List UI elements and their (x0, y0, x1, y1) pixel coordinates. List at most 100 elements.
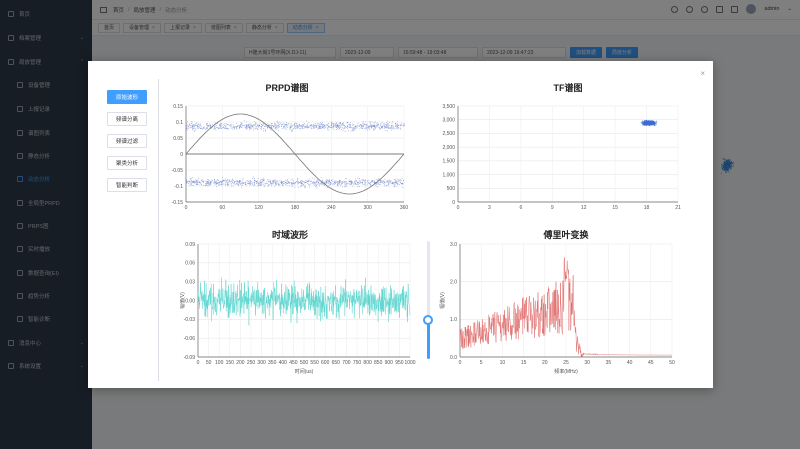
prpd-point (211, 126, 213, 128)
prpd-point (271, 126, 272, 128)
prpd-point (321, 127, 323, 129)
prpd-point (336, 125, 338, 126)
prpd-point (241, 125, 243, 127)
tf-point (648, 124, 650, 126)
prpd-point (225, 127, 227, 129)
analysis-menu-button[interactable]: 频谱分离 (107, 112, 147, 126)
prpd-point (191, 126, 193, 127)
prpd-point (313, 180, 315, 182)
tf-point (643, 123, 645, 125)
tf-point (649, 121, 651, 123)
prpd-point (311, 125, 313, 127)
prpd-point (371, 126, 373, 128)
prpd-point (316, 124, 318, 126)
analysis-menu-button[interactable]: 频谱过滤 (107, 134, 147, 148)
prpd-point (338, 180, 340, 182)
prpd-point (307, 127, 309, 129)
prpd-point (220, 123, 222, 125)
prpd-point (386, 127, 388, 128)
tf-point (648, 123, 650, 124)
close-icon[interactable]: × (700, 69, 705, 78)
prpd-point (301, 184, 302, 186)
prpd-point (259, 180, 261, 182)
prpd-point (376, 182, 378, 184)
prpd-point (225, 183, 227, 185)
prpd-point (322, 124, 323, 126)
prpd-point (223, 179, 225, 181)
prpd-point (387, 124, 388, 126)
prpd-point (317, 182, 319, 184)
prpd-point (263, 128, 265, 129)
prpd-point (245, 184, 246, 185)
prpd-point (255, 126, 257, 127)
prpd-point (393, 185, 395, 187)
prpd-point (257, 183, 259, 185)
prpd-point (355, 128, 357, 130)
prpd-point (192, 128, 194, 130)
prpd-point (302, 124, 304, 125)
prpd-point (194, 130, 195, 132)
prpd-point (263, 180, 265, 181)
prpd-point (285, 180, 287, 181)
prpd-point (218, 127, 220, 128)
prpd-point (343, 125, 345, 127)
prpd-point (241, 123, 243, 125)
x-tick-label: 9 (551, 205, 554, 211)
analysis-menu-button[interactable]: 原始波形 (107, 90, 147, 104)
prpd-point (205, 185, 207, 187)
prpd-point (292, 183, 294, 184)
prpd-point (386, 122, 387, 124)
prpd-point (305, 125, 306, 127)
prpd-point (343, 127, 345, 129)
prpd-point (283, 183, 284, 185)
prpd-point (366, 123, 368, 125)
prpd-point (393, 182, 395, 184)
amplitude-slider-track[interactable] (427, 241, 430, 359)
prpd-point (240, 183, 241, 185)
prpd-point (226, 124, 228, 125)
prpd-point (386, 120, 388, 122)
tf-point (654, 124, 656, 126)
analysis-menu-button[interactable]: 聚类分析 (107, 156, 147, 170)
tf-point (642, 123, 644, 125)
prpd-point (254, 180, 256, 182)
prpd-point (220, 184, 222, 185)
prpd-point (230, 180, 232, 182)
prpd-point (215, 180, 217, 182)
prpd-point (257, 129, 259, 131)
prpd-point (236, 127, 237, 128)
prpd-point (268, 179, 270, 181)
prpd-point (355, 178, 356, 180)
analysis-menu-button[interactable]: 智能判断 (107, 178, 147, 192)
prpd-point (253, 180, 255, 181)
amplitude-slider-handle[interactable] (423, 315, 433, 325)
prpd-point (251, 181, 253, 183)
prpd-point (317, 123, 319, 124)
prpd-point (264, 183, 266, 185)
prpd-point (349, 181, 350, 182)
prpd-point (334, 124, 336, 126)
prpd-point (277, 122, 279, 124)
prpd-point (393, 128, 395, 130)
prpd-point (346, 125, 348, 127)
tf-point (644, 124, 646, 126)
prpd-point (373, 129, 375, 131)
prpd-point (282, 181, 284, 183)
prpd-point (306, 125, 308, 127)
prpd-point (225, 180, 227, 182)
prpd-point (275, 181, 277, 183)
prpd-point (371, 181, 372, 183)
prpd-point (247, 183, 249, 184)
x-tick-label: 40 (627, 360, 633, 366)
prpd-point (351, 182, 353, 184)
prpd-point (289, 128, 291, 130)
y-tick-label: 3.0 (450, 242, 457, 248)
prpd-point (216, 183, 218, 185)
prpd-point (255, 180, 257, 182)
prpd-point (195, 182, 197, 184)
prpd-point (322, 122, 323, 123)
prpd-point (214, 127, 215, 129)
prpd-point (241, 122, 243, 124)
prpd-point (364, 183, 366, 185)
prpd-point (258, 124, 260, 126)
